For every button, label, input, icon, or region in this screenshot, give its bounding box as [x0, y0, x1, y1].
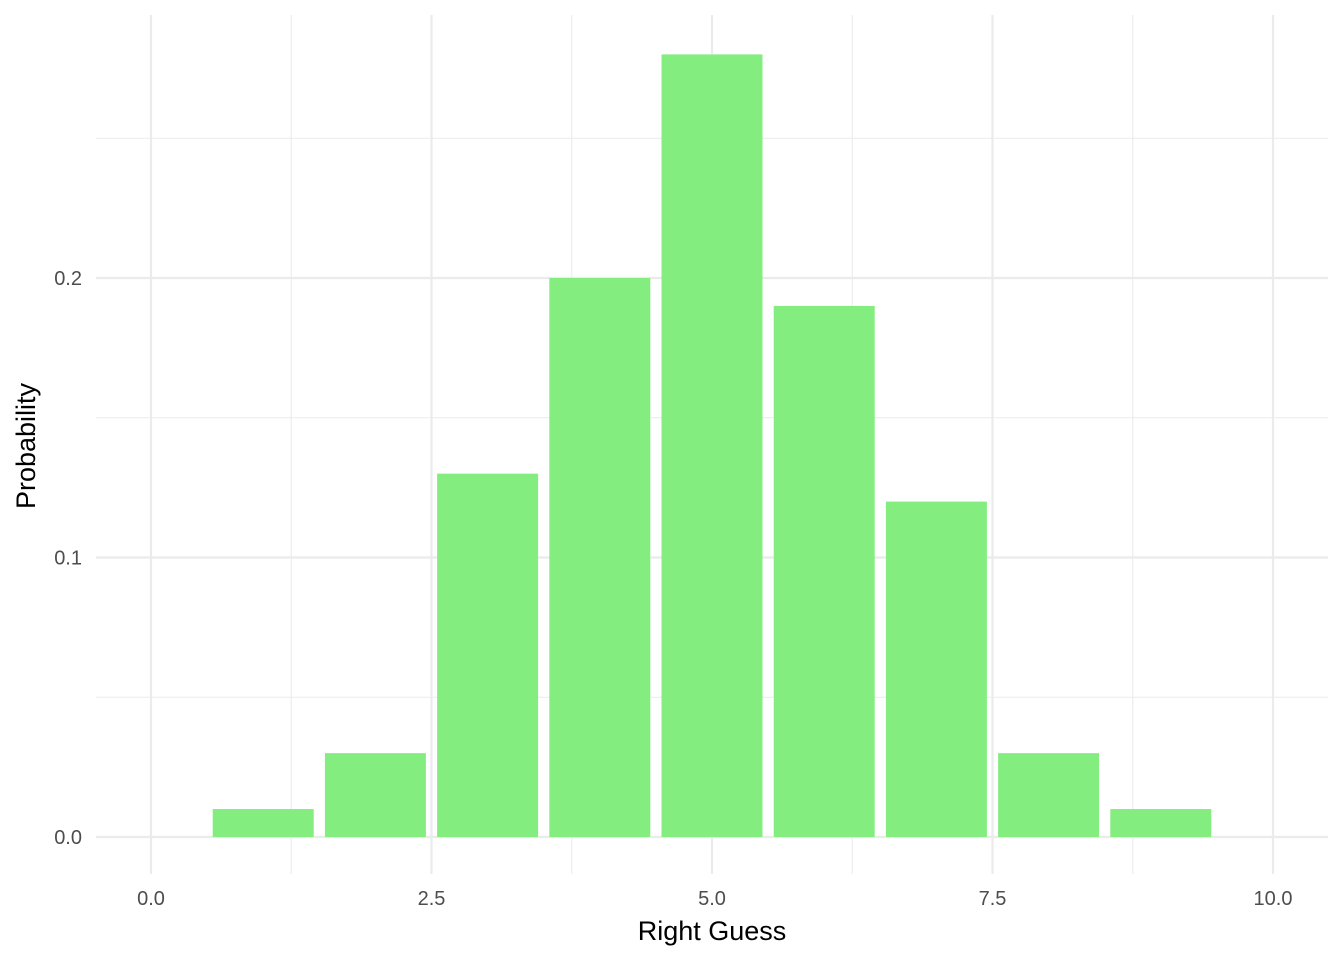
- bar: [212, 809, 314, 837]
- y-tick-label: 0.1: [54, 548, 82, 570]
- bar: [324, 753, 426, 837]
- x-tick-label: 0.0: [137, 888, 165, 910]
- bar: [998, 753, 1100, 837]
- x-axis-title: Right Guess: [638, 916, 787, 946]
- bars: [212, 54, 1212, 837]
- bar: [885, 501, 987, 837]
- y-axis-title: Probability: [11, 382, 41, 509]
- x-tick-label: 5.0: [698, 888, 726, 910]
- x-tick-label: 2.5: [418, 888, 446, 910]
- x-tick-label: 10.0: [1254, 888, 1293, 910]
- bar: [661, 54, 763, 837]
- bar: [549, 278, 651, 837]
- bar: [437, 473, 539, 837]
- y-axis-ticks: 0.0 0.1 0.2: [54, 268, 82, 849]
- y-tick-label: 0.0: [54, 827, 82, 849]
- y-tick-label: 0.2: [54, 268, 82, 290]
- bar: [773, 305, 875, 837]
- bar: [1110, 809, 1212, 837]
- x-axis-ticks: 0.0 2.5 5.0 7.5 10.0: [137, 888, 1292, 910]
- x-tick-label: 7.5: [979, 888, 1007, 910]
